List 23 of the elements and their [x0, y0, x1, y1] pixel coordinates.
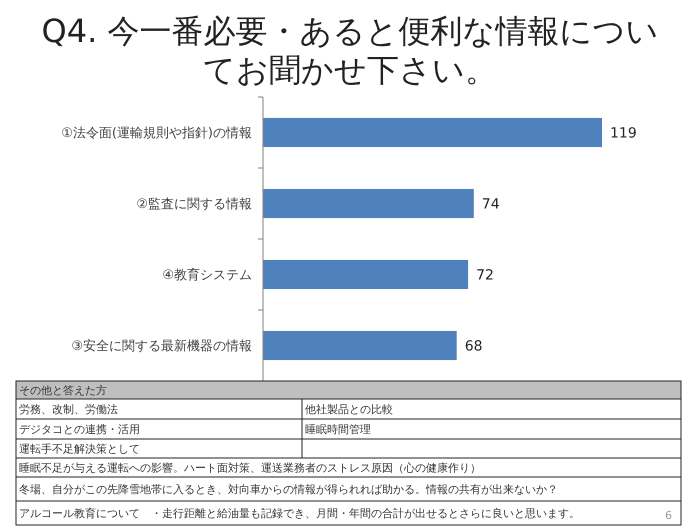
chart-title: Q4. 今一番必要・あると便利な情報についてお聞かせ下さい。: [42, 12, 658, 89]
text: 運転手不足解決策として: [19, 442, 140, 456]
y-tick-label: ②監査に関する情報: [136, 197, 252, 212]
text: 睡眠時間管理: [305, 422, 371, 436]
text: その他と答えた方: [19, 384, 107, 397]
data-label: 68: [464, 338, 483, 354]
bar: [263, 118, 602, 148]
y-tick-label: ①法令面(運輸規則や指針)の情報: [61, 126, 252, 142]
text: 他社製品との比較: [305, 402, 393, 416]
bar: [263, 260, 468, 290]
y-tick-label: ④教育システム: [162, 267, 252, 284]
text: 6: [665, 509, 672, 522]
data-label: 119: [610, 125, 637, 142]
data-label: 72: [476, 267, 494, 284]
text: 労務、改制、労働法: [19, 402, 118, 416]
text: 睡眠不足が与える運転への影響。ハート面対策、運送業務者のストレス原因（心の健康作り）: [19, 461, 481, 474]
y-tick-label: ③安全に関する最新機器の情報: [71, 338, 252, 354]
bar: [263, 330, 457, 360]
text: 冬場、自分がこの先降雪地帯に入るとき、対向車からの情報が得られれば助かる。情報の共有が出来ないか？: [19, 482, 558, 496]
data-label: 74: [482, 196, 500, 212]
bar: [263, 188, 474, 218]
text: アルコール教育について ・走行距離と給油量も記録でき、月間・年間の合計が出せるとさらに良いと思います。: [19, 506, 580, 520]
text: デジタコとの連携・活用: [19, 422, 140, 436]
